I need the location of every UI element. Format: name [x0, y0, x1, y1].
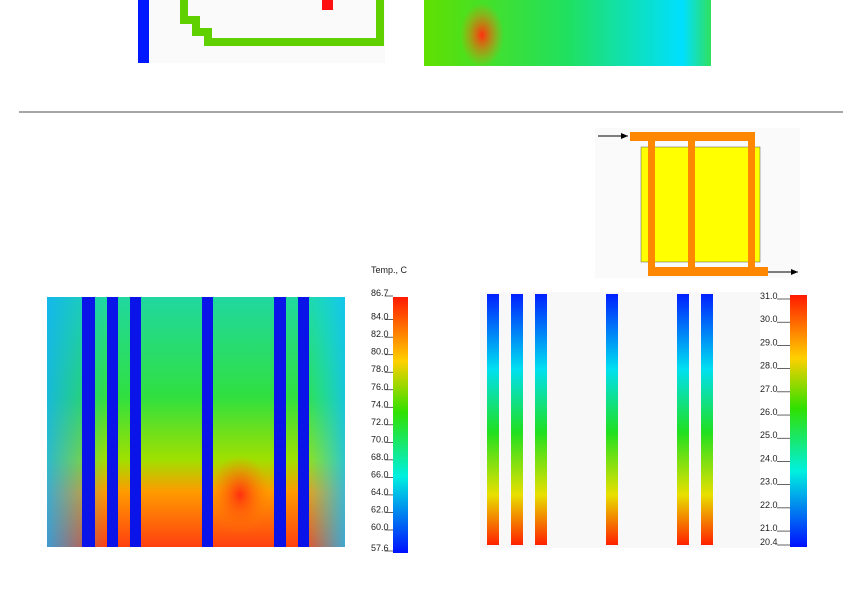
tick-label: 82.0 — [371, 329, 389, 339]
tick-label: 26.0 — [760, 407, 778, 417]
tick-label: 86.7 — [371, 288, 389, 298]
tick-label: 64.0 — [371, 487, 389, 497]
tick-label: 21.0 — [760, 523, 778, 533]
tick-label: 29.0 — [760, 337, 778, 347]
top-left-figure — [138, 0, 385, 63]
tick-label: 78.0 — [371, 364, 389, 374]
tick-label: 24.0 — [760, 453, 778, 463]
tick-label: 70.0 — [371, 434, 389, 444]
tick-label: 31.0 — [760, 291, 778, 301]
tick-label: 72.0 — [371, 417, 389, 427]
tick-label: 60.0 — [371, 522, 389, 532]
tick-label: 80.0 — [371, 347, 389, 357]
legend-title: Temp., C — [371, 265, 408, 275]
tick-label: 66.0 — [371, 469, 389, 479]
colorbar-left — [393, 297, 408, 553]
tick-label: 27.0 — [760, 384, 778, 394]
tick-label: 22.0 — [760, 500, 778, 510]
tick-label: 62.0 — [371, 504, 389, 514]
heatmap-left — [47, 297, 345, 547]
tick-label: 76.0 — [371, 382, 389, 392]
tick-label: 74.0 — [371, 399, 389, 409]
schematic — [595, 128, 800, 278]
tick-label: 20.4 — [760, 537, 778, 547]
top-right-figure — [424, 0, 711, 67]
tick-label: 30.0 — [760, 314, 778, 324]
tick-label: 28.0 — [760, 361, 778, 371]
tick-label: 57.6 — [371, 543, 389, 553]
tick-label: 84.0 — [371, 312, 389, 322]
colorbar-right — [790, 295, 807, 547]
tick-label: 68.0 — [371, 452, 389, 462]
tick-label: 25.0 — [760, 430, 778, 440]
tick-label: 23.0 — [760, 477, 778, 487]
stripes-right — [480, 292, 760, 548]
